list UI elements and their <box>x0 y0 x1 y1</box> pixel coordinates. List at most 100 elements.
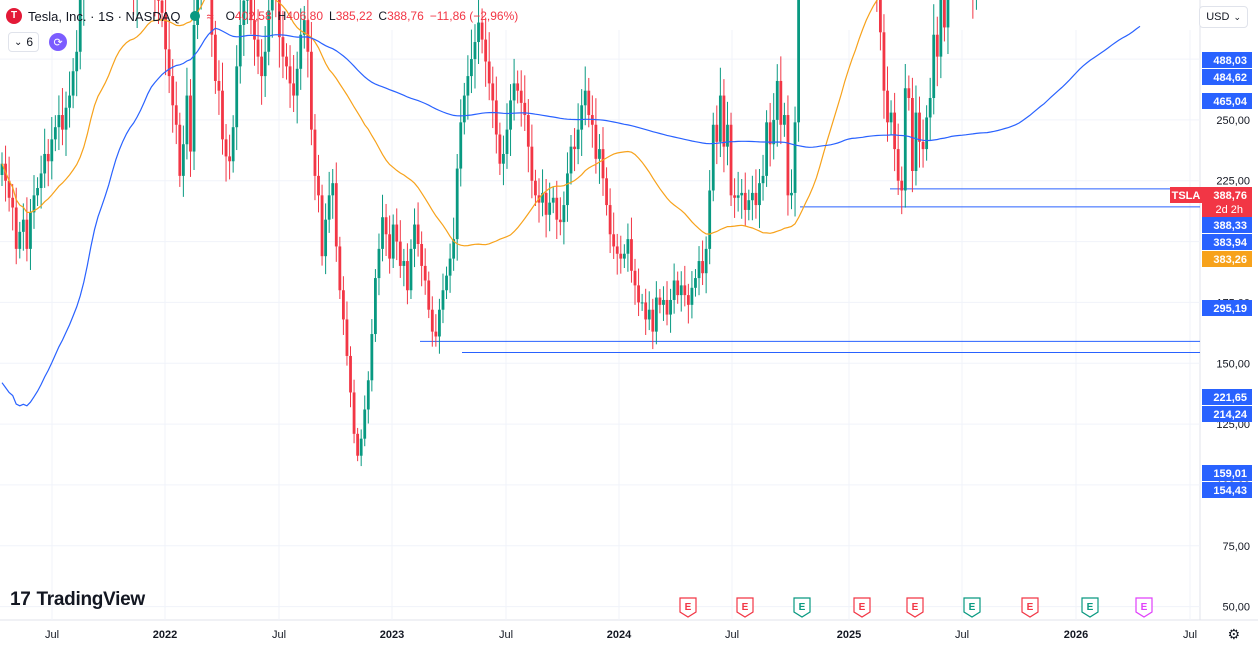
level-tag-bg <box>1202 234 1252 250</box>
candle <box>334 162 338 262</box>
candle-body <box>349 355 352 393</box>
candle <box>772 93 776 160</box>
candle-body <box>356 433 360 456</box>
candle <box>167 19 171 94</box>
currency-select[interactable]: USD ⌄ <box>1199 6 1248 28</box>
candle-body <box>295 68 299 96</box>
level-tag[interactable]: 383,94 <box>1202 234 1252 250</box>
candle-body <box>683 285 687 296</box>
candle <box>253 0 256 66</box>
grid <box>0 0 1258 621</box>
level-tag[interactable]: 214,24 <box>1202 406 1252 422</box>
candle-body <box>576 129 580 150</box>
candle <box>523 75 527 131</box>
earnings-marker[interactable]: E <box>1081 597 1099 618</box>
candle-body <box>29 212 32 249</box>
candle <box>619 235 623 274</box>
earnings-marker[interactable]: E <box>679 597 697 618</box>
current-price-tag[interactable]: 388,76 2d 2h <box>1202 187 1252 217</box>
level-tag[interactable]: 388,33 <box>1202 217 1252 233</box>
candle <box>171 59 175 133</box>
candle-body <box>939 0 943 57</box>
candle <box>292 55 296 113</box>
market-status-icon[interactable] <box>190 11 201 21</box>
candle-body <box>213 34 217 81</box>
candle <box>359 429 363 467</box>
candle-body <box>573 146 576 150</box>
settings-gear-icon[interactable]: ⚙ <box>1227 626 1240 642</box>
earnings-marker[interactable]: E <box>736 597 754 618</box>
candle-body <box>68 95 71 108</box>
candle <box>718 67 722 158</box>
price-axis[interactable]: 50,0075,00100,00125,00150,00175,00200,00… <box>1170 52 1252 614</box>
candle-body <box>662 299 665 305</box>
earnings-marker[interactable]: E <box>793 597 811 618</box>
earnings-marker[interactable]: E <box>963 597 981 618</box>
candle <box>612 212 616 259</box>
level-tag-bg <box>1202 52 1252 68</box>
candle-body <box>43 153 47 174</box>
earnings-marker[interactable]: E <box>906 597 924 618</box>
candle <box>758 168 761 229</box>
level-tag[interactable]: 465,04 <box>1202 93 1252 109</box>
candle <box>637 268 640 317</box>
candle <box>548 182 552 232</box>
earnings-marker[interactable]: E <box>1135 597 1153 618</box>
candle <box>608 188 612 254</box>
level-tag[interactable]: 488,03 <box>1202 52 1252 68</box>
candle <box>672 263 676 314</box>
candle <box>651 298 655 350</box>
candle <box>541 169 544 217</box>
candle <box>459 99 463 187</box>
candle-body <box>932 34 936 98</box>
candle <box>231 115 235 173</box>
candle <box>181 125 185 197</box>
symbol-title[interactable]: Tesla, Inc. · 1S · NASDAQ <box>28 8 181 24</box>
indicator-row: ⌄ 6 ⟳ <box>8 32 68 52</box>
candle <box>217 60 221 115</box>
ma-fast-tag[interactable]: 383,26 <box>1202 251 1252 267</box>
level-tag[interactable]: 221,65 <box>1202 389 1252 405</box>
candle <box>267 0 271 66</box>
candle-body <box>911 97 914 172</box>
candle-body <box>793 122 797 193</box>
candle-body <box>654 297 658 332</box>
wave-icon[interactable]: ≈ <box>206 8 214 24</box>
candle <box>918 96 921 168</box>
candle-body <box>505 129 509 154</box>
time-axis[interactable]: Jul 2022 Jul 2023 Jul 2024 Jul 2025 Jul 2026 Jul <box>45 629 1197 641</box>
candle-body <box>53 127 57 140</box>
level-tag[interactable]: 484,62 <box>1202 69 1252 85</box>
candle <box>566 152 569 222</box>
candle <box>790 169 793 210</box>
level-lines <box>420 188 1200 353</box>
earnings-marker-label: E <box>799 602 806 613</box>
candle-body <box>430 309 434 332</box>
candle-body <box>729 124 733 196</box>
earnings-marker-shape <box>793 597 811 618</box>
earnings-marker[interactable]: E <box>853 597 871 618</box>
chevron-down-icon: ⌄ <box>14 36 23 48</box>
refresh-icon[interactable]: ⟳ <box>49 33 68 51</box>
symbol-tag[interactable]: TSLA <box>1170 187 1202 203</box>
tradingview-logo[interactable]: 17 TradingView <box>10 589 145 610</box>
candle <box>573 128 576 172</box>
candle-body <box>384 217 388 235</box>
level-tag[interactable]: 154,43 <box>1202 482 1252 498</box>
earnings-marker[interactable]: E <box>1021 597 1039 618</box>
indicators-toggle-button[interactable]: ⌄ 6 <box>8 32 40 52</box>
candle-body <box>363 409 367 439</box>
symbol-tag-bg <box>1170 187 1202 203</box>
candle-body <box>185 95 189 145</box>
ma-slow-tag[interactable]: 295,19 <box>1202 300 1252 316</box>
candle-body <box>377 248 381 279</box>
level-tag[interactable]: 159,01 <box>1202 465 1252 481</box>
candle <box>299 8 303 90</box>
candle-body <box>886 90 889 123</box>
candle <box>349 346 352 408</box>
candle-body <box>512 83 516 101</box>
candle-body <box>25 219 29 249</box>
candles[interactable] <box>0 0 1142 467</box>
